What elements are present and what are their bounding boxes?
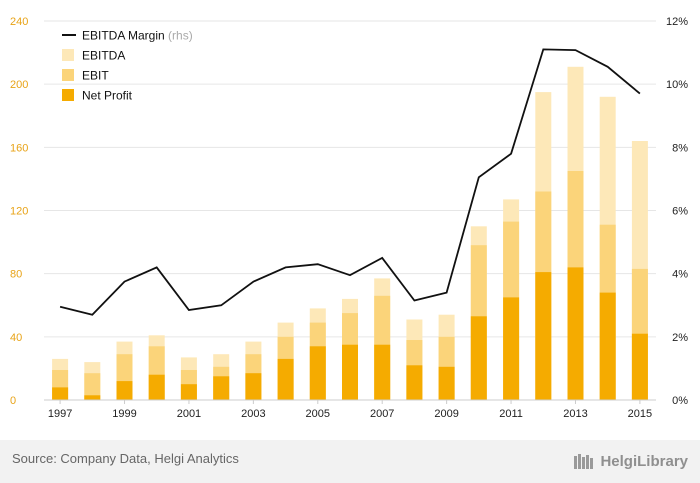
bar-net-profit <box>148 374 165 400</box>
chart-area: 0 40 80 120 160 200 240 0% 2% 4% 6% 8% 10% 12% 1997 199… <box>10 16 688 420</box>
bar-net-profit <box>567 267 584 400</box>
y-left-tick-label: 80 <box>10 269 22 281</box>
y-left-tick-label: 0 <box>10 395 16 407</box>
bar-net-profit <box>277 358 294 400</box>
helgi-library-logo[interactable]: HelgiLibrary <box>573 449 688 473</box>
bar-net-profit <box>245 373 262 400</box>
x-tick-label: 2001 <box>177 408 201 420</box>
legend-label: EBITDA <box>82 49 125 63</box>
bar-net-profit <box>52 387 69 400</box>
bar-net-profit <box>213 376 230 400</box>
bar-net-profit <box>599 292 616 400</box>
x-tick-label: 2013 <box>563 408 587 420</box>
legend-swatch <box>62 49 74 61</box>
chart-svg: 0 40 80 120 160 200 240 0% 2% 4% 6% 8% 10% 12% 1997 199… <box>10 16 688 420</box>
x-tick-label: 2007 <box>370 408 394 420</box>
axes: 0 40 80 120 160 200 240 0% 2% 4% 6% 8% 10% 12% 1997 199… <box>10 16 688 420</box>
x-tick-label: 1997 <box>48 408 72 420</box>
y-right-tick-label: 6% <box>672 206 688 218</box>
x-tick-label: 2015 <box>628 408 652 420</box>
y-right-tick-label: 2% <box>672 332 688 344</box>
y-right-tick-label: 8% <box>672 142 688 154</box>
x-tick-label: 2011 <box>499 408 523 420</box>
bar-ebit <box>84 373 101 400</box>
source-text: Source: Company Data, Helgi Analytics <box>12 451 239 466</box>
legend-label-suffix: (rhs) <box>165 29 193 43</box>
bar-net-profit <box>503 297 520 400</box>
x-tick-label: 2003 <box>241 408 265 420</box>
legend-label: Net Profit <box>82 89 133 103</box>
library-icon <box>574 454 594 469</box>
bar-net-profit <box>406 365 423 400</box>
bar-net-profit <box>374 344 391 400</box>
y-left-tick-label: 120 <box>10 206 28 218</box>
bar-net-profit <box>116 381 133 400</box>
y-right-tick-label: 4% <box>672 269 688 281</box>
line-series <box>59 48 641 316</box>
bar-net-profit <box>309 346 326 400</box>
legend-swatch <box>62 69 74 81</box>
y-right-tick-label: 0% <box>672 395 688 407</box>
bar-net-profit <box>535 272 552 400</box>
footer: Source: Company Data, Helgi Analytics He… <box>0 440 700 483</box>
grid <box>44 20 656 401</box>
bar-net-profit <box>84 395 101 400</box>
y-left-tick-label: 200 <box>10 79 28 91</box>
x-tick-label: 2009 <box>434 408 458 420</box>
bars <box>52 66 648 401</box>
x-tick-label: 2005 <box>306 408 330 420</box>
legend-label: EBIT <box>82 69 109 83</box>
bar-net-profit <box>631 333 648 400</box>
y-right-tick-label: 12% <box>666 16 688 28</box>
bar-net-profit <box>470 316 487 400</box>
bar-net-profit <box>180 384 197 400</box>
legend-label: EBITDA Margin (rhs) <box>82 29 193 43</box>
y-left-tick-label: 240 <box>10 16 28 28</box>
logo-text: HelgiLibrary <box>600 452 688 470</box>
legend-swatch <box>62 89 74 101</box>
legend: EBITDA Margin (rhs) EBITDA EBIT Net Profit <box>62 29 193 103</box>
x-tick-label: 1999 <box>112 408 136 420</box>
bar-net-profit <box>342 344 358 400</box>
ebitda-margin-line <box>59 48 641 316</box>
y-right-tick-label: 10% <box>666 79 688 91</box>
bar-net-profit <box>438 366 455 400</box>
y-left-tick-label: 160 <box>10 142 28 154</box>
y-left-tick-label: 40 <box>10 332 22 344</box>
